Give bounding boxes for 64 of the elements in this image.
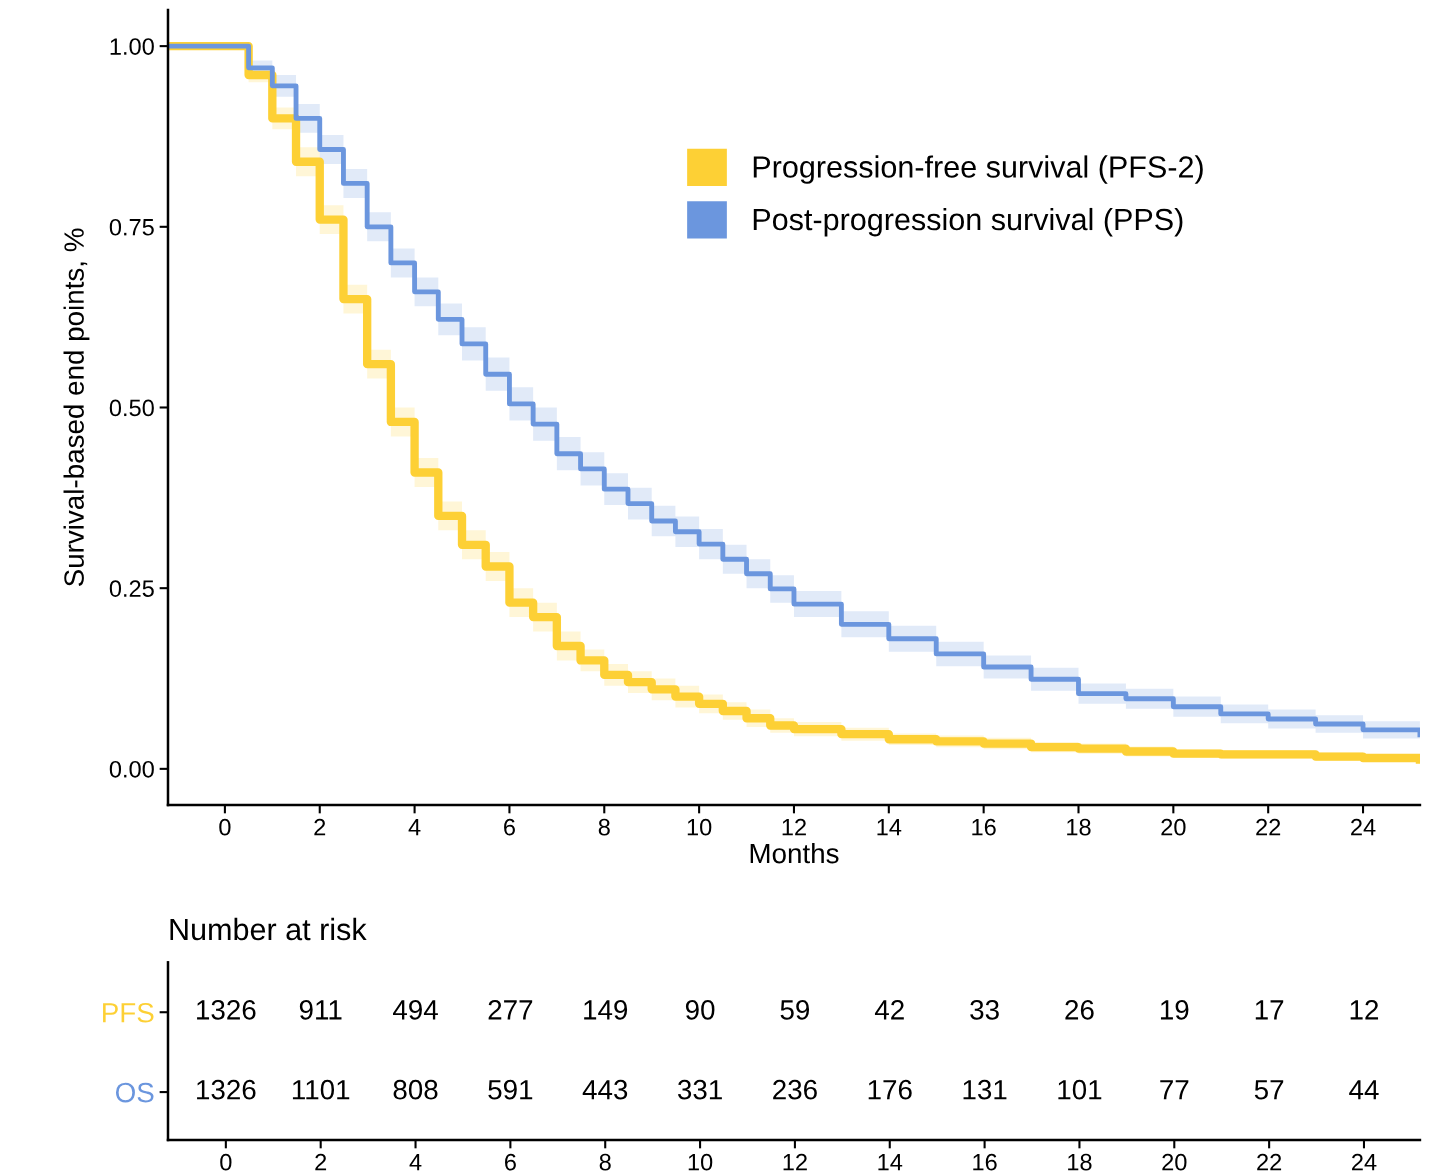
chart-title: Number at risk <box>170 917 367 941</box>
x-tick-label: 2 <box>315 1153 327 1171</box>
data-label: 1326 <box>197 1000 256 1020</box>
x-tick-label: 10 <box>688 1153 713 1171</box>
data-label: 277 <box>488 1000 533 1020</box>
y-tick-label: 1.00 <box>110 38 154 55</box>
data-label: 26 <box>1065 1000 1094 1020</box>
y-tick-label: 0.50 <box>109 399 154 417</box>
y-axis-title: Survival-based end points, % <box>63 228 90 587</box>
data-label: 17 <box>1255 1000 1284 1020</box>
x-tick-label: 22 <box>1257 1153 1282 1171</box>
x-tick-label: 12 <box>783 1153 807 1171</box>
data-label: 101 <box>1058 1079 1102 1100</box>
data-label: 149 <box>584 1000 628 1020</box>
data-label: 44 <box>1349 1080 1379 1100</box>
data-label: 57 <box>1254 1080 1284 1100</box>
x-tick-label: 2 <box>314 818 326 836</box>
y-tick-label: OS <box>115 1082 154 1103</box>
x-tick-label: 20 <box>1162 1153 1187 1171</box>
data-label: 77 <box>1160 1080 1189 1100</box>
data-label: 131 <box>963 1079 1007 1100</box>
data-label: 176 <box>868 1079 912 1100</box>
x-tick-label: 4 <box>409 1154 422 1171</box>
data-label: 911 <box>299 1000 342 1020</box>
data-label: 443 <box>582 1079 628 1100</box>
x-tick-label: 6 <box>505 1153 516 1171</box>
legend-label: Post-progression survival (PPS) <box>753 207 1183 237</box>
y-tick-label: 0.00 <box>109 760 154 778</box>
data-label: 59 <box>780 1000 810 1020</box>
y-tick-label: 0.75 <box>109 218 154 236</box>
x-tick-label: 16 <box>972 818 996 836</box>
x-tick-label: 6 <box>504 818 515 836</box>
data-label: 808 <box>393 1079 438 1100</box>
x-tick-label: 8 <box>599 1153 611 1171</box>
x-tick-label: 18 <box>1067 818 1091 836</box>
legend-label: Progression-free survival (PFS-2) <box>753 155 1203 184</box>
x-tick-label: 14 <box>878 1154 903 1171</box>
x-axis-title: Months <box>750 842 839 864</box>
data-label: 236 <box>773 1079 817 1100</box>
data-label: 12 <box>1350 1000 1379 1020</box>
y-tick-label: PFS <box>103 1002 154 1023</box>
data-label: 42 <box>874 1000 904 1020</box>
x-tick-label: 22 <box>1256 818 1281 836</box>
x-tick-label: 24 <box>1351 818 1376 836</box>
data-label: 1326 <box>197 1079 256 1100</box>
y-tick-label: 0.25 <box>109 580 154 597</box>
data-label: 19 <box>1160 1000 1189 1020</box>
x-tick-label: 16 <box>973 1153 997 1171</box>
x-tick-label: 18 <box>1068 1153 1092 1171</box>
data-label: 90 <box>685 1000 715 1020</box>
data-label: 494 <box>393 1000 438 1020</box>
x-tick-label: 20 <box>1161 818 1186 836</box>
data-label: 331 <box>677 1079 722 1100</box>
data-label: 33 <box>970 1000 999 1020</box>
data-label: 591 <box>488 1079 533 1100</box>
x-tick-label: 10 <box>687 818 712 836</box>
x-tick-label: 24 <box>1352 1153 1377 1171</box>
x-tick-label: 4 <box>408 819 421 836</box>
x-tick-label: 0 <box>220 1153 232 1171</box>
data-label: 1101 <box>292 1079 350 1100</box>
x-tick-label: 0 <box>219 818 231 836</box>
x-tick-label: 14 <box>877 819 902 836</box>
x-tick-label: 12 <box>782 818 806 836</box>
x-tick-label: 8 <box>598 818 610 836</box>
